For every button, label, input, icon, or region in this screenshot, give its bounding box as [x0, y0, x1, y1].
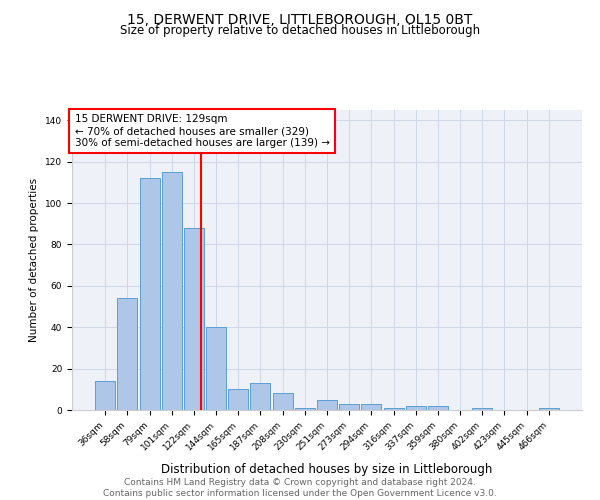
Bar	[339, 404, 359, 410]
X-axis label: Distribution of detached houses by size in Littleborough: Distribution of detached houses by size …	[161, 463, 493, 476]
Bar	[272, 394, 293, 410]
Bar	[228, 390, 248, 410]
Bar	[383, 408, 404, 410]
Bar	[250, 383, 271, 410]
Text: Size of property relative to detached houses in Littleborough: Size of property relative to detached ho…	[120, 24, 480, 37]
Bar	[428, 406, 448, 410]
Text: 15, DERWENT DRIVE, LITTLEBOROUGH, OL15 0BT: 15, DERWENT DRIVE, LITTLEBOROUGH, OL15 0…	[127, 12, 473, 26]
Bar	[118, 298, 137, 410]
Bar	[95, 381, 115, 410]
Bar	[317, 400, 337, 410]
Bar	[539, 408, 559, 410]
Bar	[361, 404, 382, 410]
Bar	[140, 178, 160, 410]
Text: 15 DERWENT DRIVE: 129sqm
← 70% of detached houses are smaller (329)
30% of semi-: 15 DERWENT DRIVE: 129sqm ← 70% of detach…	[74, 114, 329, 148]
Bar	[184, 228, 204, 410]
Bar	[406, 406, 426, 410]
Text: Contains HM Land Registry data © Crown copyright and database right 2024.
Contai: Contains HM Land Registry data © Crown c…	[103, 478, 497, 498]
Bar	[472, 408, 492, 410]
Y-axis label: Number of detached properties: Number of detached properties	[29, 178, 40, 342]
Bar	[162, 172, 182, 410]
Bar	[295, 408, 315, 410]
Bar	[206, 327, 226, 410]
